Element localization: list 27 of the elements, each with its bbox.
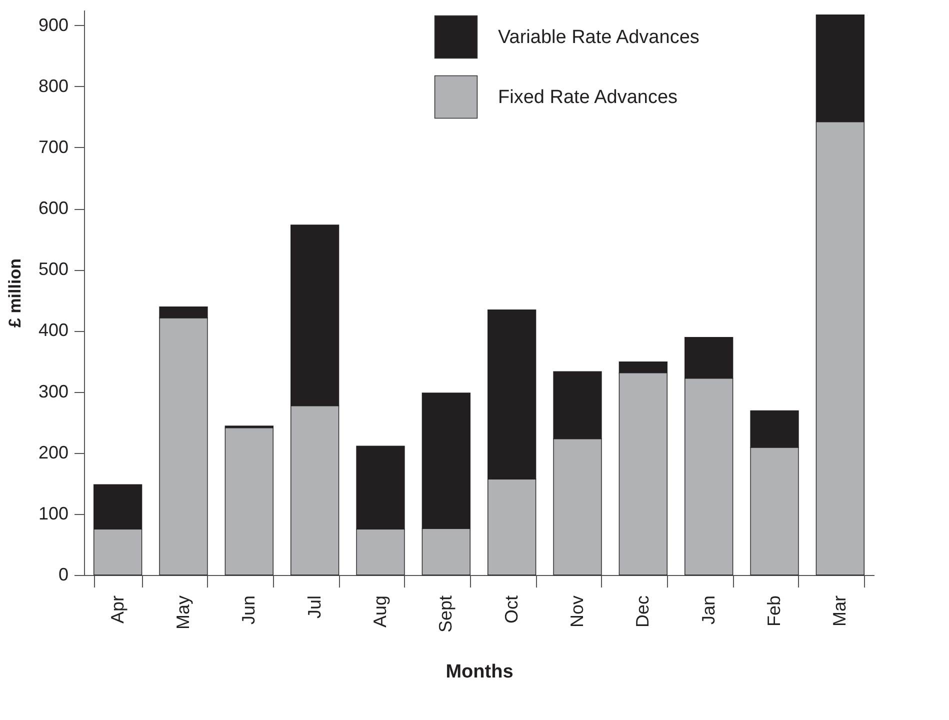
legend-label: Fixed Rate Advances bbox=[498, 87, 678, 108]
x-tick-label: Jun bbox=[238, 596, 259, 625]
bar bbox=[224, 427, 274, 576]
x-axis-title: Months bbox=[446, 662, 514, 683]
x-tick-label: Sept bbox=[436, 596, 456, 633]
y-tick-label: 600 bbox=[38, 198, 68, 218]
x-tick-label: Aug bbox=[370, 596, 390, 628]
x-tick-label: Oct bbox=[501, 596, 522, 624]
x-tick-label: Nov bbox=[567, 596, 588, 628]
y-tick-label: 800 bbox=[38, 76, 68, 96]
x-tick-label: May bbox=[172, 596, 193, 630]
y-tick-label: 400 bbox=[38, 320, 68, 340]
y-tick-label: 700 bbox=[38, 136, 68, 157]
y-tick-label: 900 bbox=[38, 14, 68, 35]
y-axis-title: £ million bbox=[5, 258, 24, 328]
x-tick-label: Feb bbox=[764, 596, 784, 627]
y-tick-label: 100 bbox=[38, 503, 68, 524]
y-tick-label: 300 bbox=[38, 381, 68, 402]
x-tick-label: Mar bbox=[830, 595, 850, 626]
y-tick-label: 500 bbox=[38, 259, 68, 280]
x-tick-label: Dec bbox=[632, 596, 653, 628]
legend-label: Variable Rate Advances bbox=[498, 27, 700, 48]
x-tick-label: Jul bbox=[304, 596, 324, 619]
y-tick-label: 200 bbox=[38, 442, 68, 462]
x-tick-label: Apr bbox=[107, 596, 128, 624]
x-tick-label: Jan bbox=[698, 596, 718, 625]
y-tick-label: 0 bbox=[58, 564, 68, 584]
